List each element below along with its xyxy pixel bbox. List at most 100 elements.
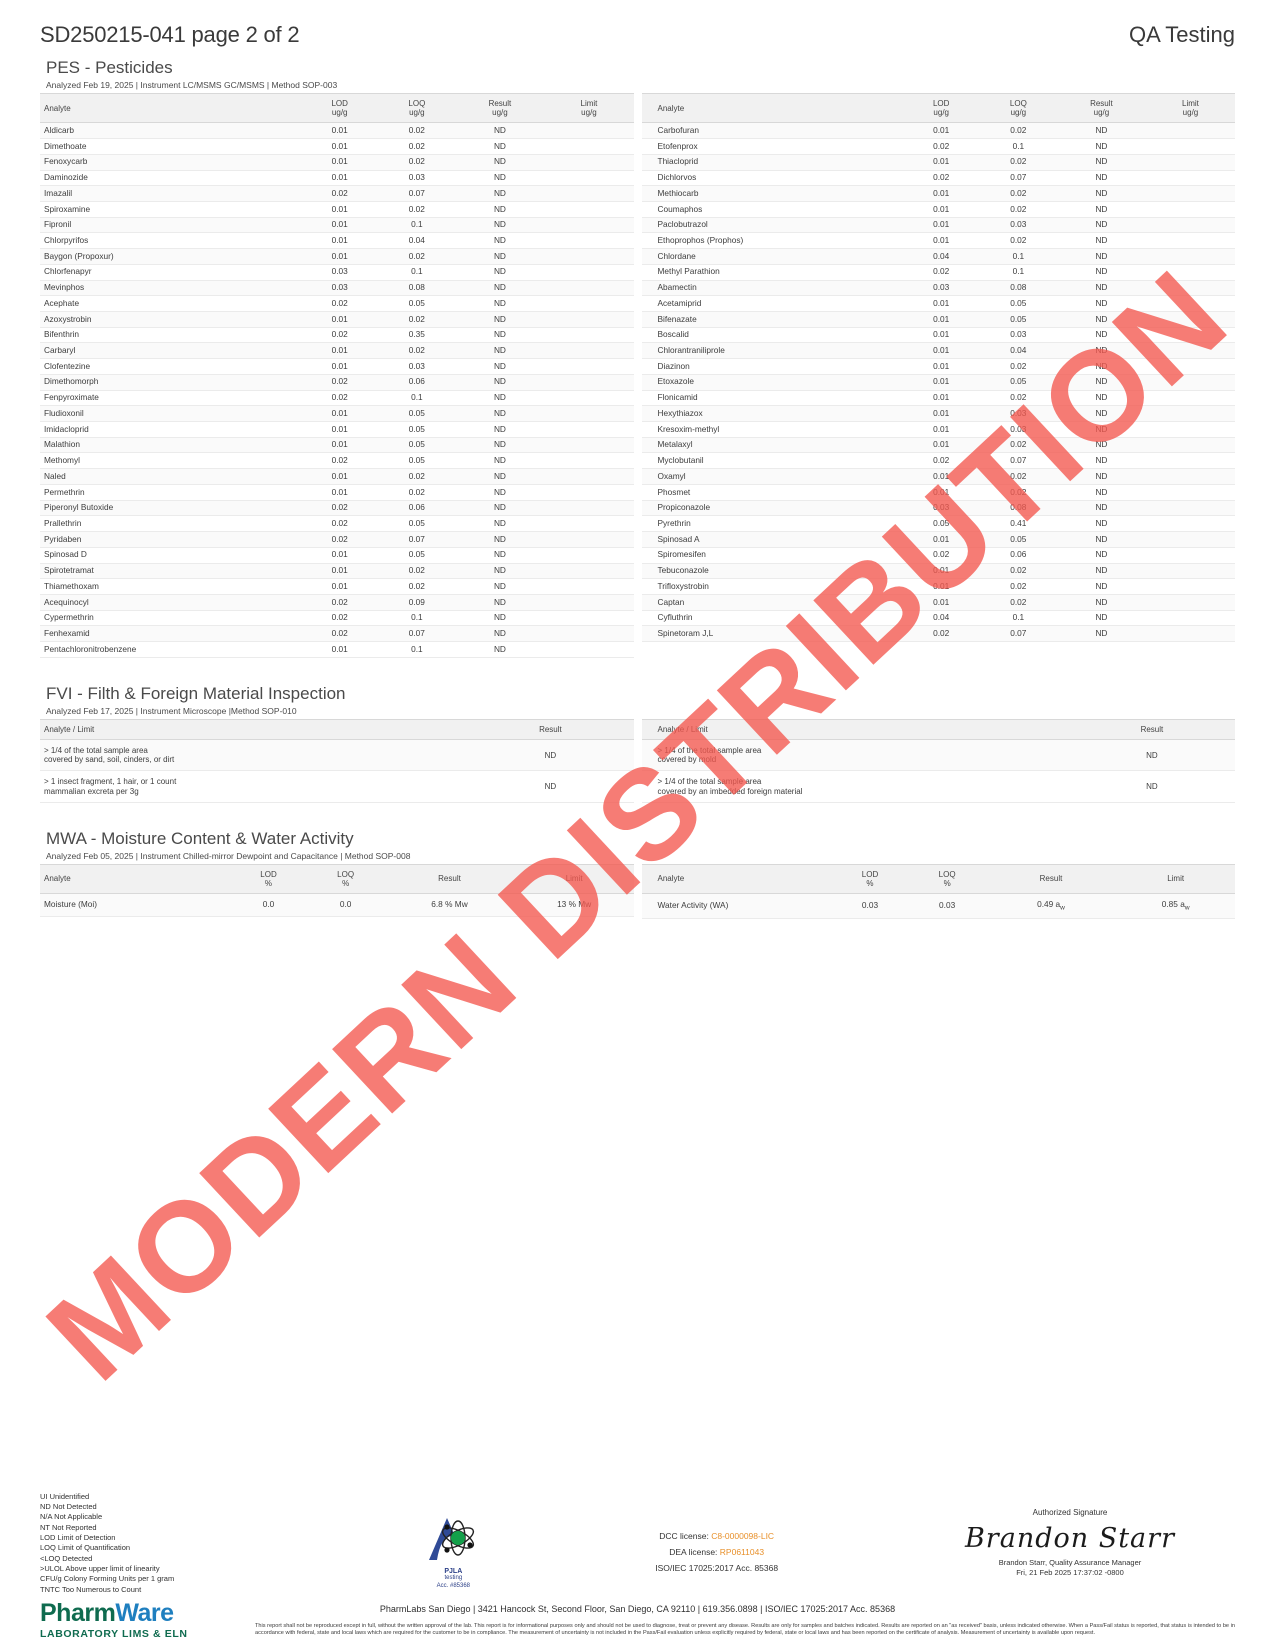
- cell-lod: 0.01: [902, 201, 980, 218]
- mwa-left-body: Moisture (Moi) 0.0 0.0 6.8 % Mw 13 % Mw: [40, 893, 634, 917]
- cell-analyte: Baygon (Propoxur): [40, 248, 302, 265]
- cell-lod: 0.01: [301, 547, 379, 564]
- cell-loq: 0.05: [378, 547, 456, 564]
- cell-analyte: Spinosad A: [641, 531, 903, 548]
- cell-analyte: Methyl Parathion: [641, 264, 903, 281]
- cell-limit: [544, 625, 634, 643]
- cell-limit: [1145, 342, 1235, 360]
- cell-loq: 0.05: [378, 295, 456, 312]
- legend-item: CFU/g Colony Forming Units per 1 gram: [40, 1574, 175, 1584]
- cell-analyte: Spinetoram J,L: [641, 625, 903, 643]
- cell-loq: 0.02: [378, 342, 456, 360]
- cell-limit: [1145, 500, 1235, 517]
- cell-lod: 0.01: [902, 484, 980, 501]
- cell-limit: [544, 594, 634, 611]
- cell-analyte: Prallethrin: [40, 515, 302, 533]
- cell-limit: [544, 390, 634, 407]
- cell-limit: [1145, 374, 1235, 391]
- cell-lod: 0.03: [902, 280, 980, 297]
- cell-limit: [544, 421, 634, 438]
- cell-limit: [1145, 201, 1235, 218]
- cell-result: ND: [1056, 531, 1146, 548]
- cell-loq: 0.02: [378, 201, 456, 218]
- cell-lod: 0.02: [301, 374, 379, 391]
- cell-analyte: Fenoxycarb: [40, 154, 302, 171]
- cell-limit: [1145, 594, 1235, 611]
- col-lod: LOD%: [831, 863, 909, 895]
- cell-result: ND: [1056, 515, 1146, 533]
- cell-limit: [544, 641, 634, 658]
- cell-lod: 0.02: [301, 625, 379, 643]
- table-row: Chlorfenapyr 0.03 0.1 ND: [40, 264, 634, 281]
- cell-lod: 0.01: [902, 232, 980, 250]
- cell-limit: [1145, 515, 1235, 533]
- legal-disclaimer: This report shall not be reproduced exce…: [255, 1622, 1235, 1637]
- table-row: Permethrin 0.01 0.02 ND: [40, 484, 634, 501]
- cell-analyte: Pyrethrin: [641, 515, 903, 533]
- pesticides-right-body: Carbofuran 0.01 0.02 ND Etofenprox 0.02 0.1 ND T…: [641, 122, 1235, 643]
- col-analyte: Analyte: [40, 92, 302, 124]
- cell-analyte: Chlordane: [641, 248, 903, 265]
- cell-lod: 0.01: [301, 232, 379, 250]
- pesticides-left-body: Aldicarb 0.01 0.02 ND Dimethoate 0.01 0.02 ND Fe…: [40, 122, 634, 658]
- cell-result: ND: [1056, 452, 1146, 470]
- cell-analyte-limit: > 1/4 of the total sample area covered by…: [40, 739, 468, 772]
- cell-limit: [544, 170, 634, 187]
- cell-loq: 0.03: [378, 170, 456, 187]
- cell-limit: [544, 201, 634, 218]
- cell-lod: 0.01: [301, 201, 379, 218]
- cell-result: ND: [455, 594, 545, 611]
- cell-analyte: Boscalid: [641, 327, 903, 344]
- legend-item: LOD Limit of Detection: [40, 1532, 116, 1542]
- cell-analyte: Cypermethrin: [40, 610, 302, 627]
- mwa-right-body: Water Activity (WA) 0.03 0.03 0.49 aw 0.85 a…: [641, 893, 1235, 920]
- cell-loq: 0.1: [979, 138, 1057, 155]
- limit-line-2: mammalian excreta per 3g: [44, 786, 139, 796]
- cell-result: ND: [1056, 311, 1146, 328]
- table-row: Fipronil 0.01 0.1 ND: [40, 217, 634, 234]
- legend-item: TNTC Too Numerous to Count: [40, 1584, 142, 1594]
- cell-analyte: Acequinocyl: [40, 594, 302, 611]
- cell-loq: 0.02: [378, 578, 456, 595]
- cell-lod: 0.01: [902, 578, 980, 595]
- cell-limit: [544, 531, 634, 548]
- table-row: Kresoxim-methyl 0.01 0.03 ND: [641, 421, 1235, 438]
- dcc-license-label: DCC license:: [659, 1530, 709, 1541]
- cell-result: ND: [455, 515, 545, 533]
- cell-loq: 0.03: [378, 358, 456, 375]
- cell-analyte: Fipronil: [40, 217, 302, 234]
- cell-analyte: Cyfluthrin: [641, 610, 903, 627]
- signer-name-title: Brandon Starr, Quality Assurance Manager: [998, 1557, 1142, 1567]
- table-row: > 1 insect fragment, 1 hair, or 1 count m…: [40, 770, 634, 803]
- cell-analyte: Permethrin: [40, 484, 302, 501]
- table-row: Pentachloronitrobenzene 0.01 0.1 ND: [40, 641, 634, 658]
- iso-accreditation-line: ISO/IEC 17025:2017 Acc. 85368: [655, 1562, 779, 1573]
- cell-result: ND: [1056, 374, 1146, 391]
- table-row: Chlordane 0.04 0.1 ND: [641, 248, 1235, 265]
- cell-result: ND: [1056, 327, 1146, 344]
- cell-result: ND: [1056, 217, 1146, 234]
- cell-limit: [1145, 563, 1235, 580]
- cell-limit: [544, 264, 634, 281]
- cell-analyte: Methiocarb: [641, 185, 903, 202]
- section-moisture-water-activity: MWA - Moisture Content & Water Activity …: [40, 829, 1235, 920]
- fvi-left-body: > 1/4 of the total sample area covered by…: [40, 739, 634, 803]
- cell-loq: 0.1: [378, 264, 456, 281]
- table-row: Bifenazate 0.01 0.05 ND: [641, 311, 1235, 328]
- cell-loq: 0.02: [378, 563, 456, 580]
- cell-analyte: Abamectin: [641, 280, 903, 297]
- cell-limit: [1145, 170, 1235, 187]
- table-row: Spiroxamine 0.01 0.02 ND: [40, 201, 634, 218]
- cell-result: 0.49 aw: [985, 893, 1117, 920]
- cell-lod: 0.01: [902, 358, 980, 375]
- signature-timestamp: Fri, 21 Feb 2025 17:37:02 -0800: [1016, 1568, 1124, 1578]
- cell-result: ND: [1056, 421, 1146, 438]
- cell-result: ND: [455, 437, 545, 454]
- cell-limit: [544, 405, 634, 423]
- table-row: Carbaryl 0.01 0.02 ND: [40, 342, 634, 360]
- cell-loq: 0.07: [378, 185, 456, 202]
- col-lod: LOD ug/g: [301, 92, 379, 124]
- cell-result: ND: [1056, 201, 1146, 218]
- cell-result: ND: [1056, 625, 1146, 643]
- table-row: Spirotetramat 0.01 0.02 ND: [40, 563, 634, 580]
